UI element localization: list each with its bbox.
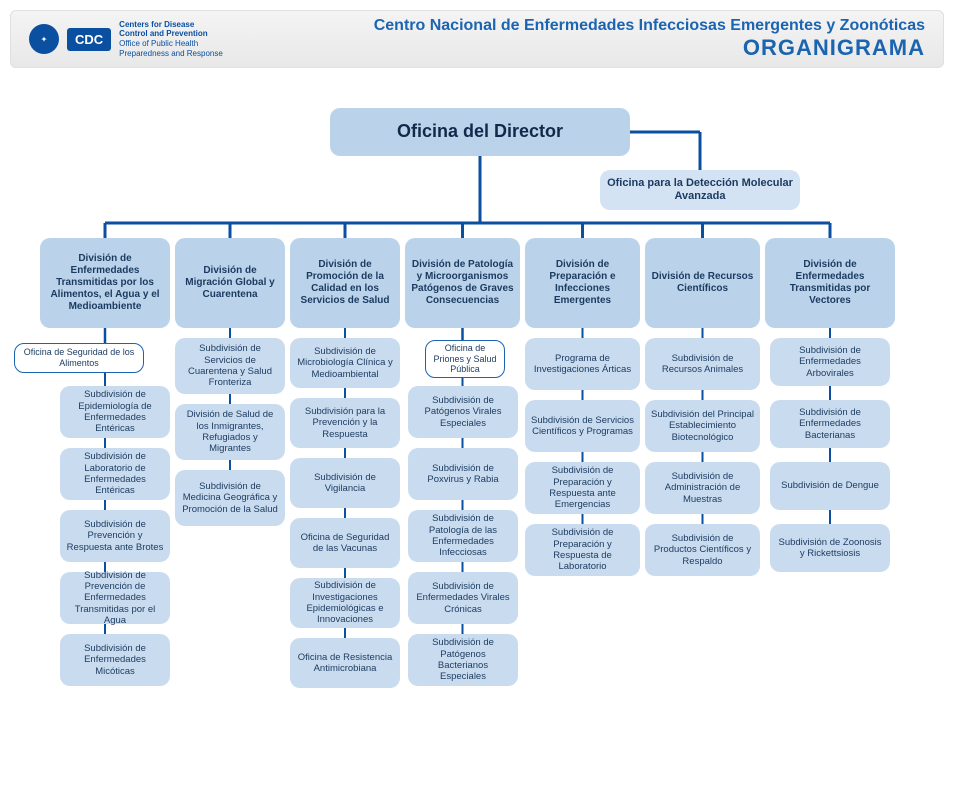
subdivision-node: Subdivisión de Enfermedades Bacterianas <box>770 400 890 448</box>
side-office-node: Oficina para la Detección Molecular Avan… <box>600 170 800 210</box>
subdivision-node: Subdivisión de Servicios Científicos y P… <box>525 400 640 452</box>
cdc-logo: CDC <box>67 28 111 51</box>
subdivision-node: Programa de Investigaciones Árticas <box>525 338 640 390</box>
logo-line: Centers for Disease <box>119 20 223 30</box>
subdivision-node: Subdivisión de Vigilancia <box>290 458 400 508</box>
subdivision-node: Subdivisión de Enfermedades Micóticas <box>60 634 170 686</box>
subdivision-node: División de Salud de los Inmigrantes, Re… <box>175 404 285 460</box>
subdivision-node: Subdivisión de Patógenos Virales Especia… <box>408 386 518 438</box>
subdivision-node: Subdivisión de Medicina Geográfica y Pro… <box>175 470 285 526</box>
title-block: Centro Nacional de Enfermedades Infeccio… <box>374 17 925 61</box>
subdivision-node: Subdivisión para la Prevención y la Resp… <box>290 398 400 448</box>
subdivision-node: Subdivisión del Principal Establecimient… <box>645 400 760 452</box>
logo-block: ✦ CDC Centers for Disease Control and Pr… <box>29 20 223 58</box>
page-header: ✦ CDC Centers for Disease Control and Pr… <box>10 10 944 68</box>
division-node: División de Enfermedades Transmitidas po… <box>765 238 895 328</box>
title-line-1: Centro Nacional de Enfermedades Infeccio… <box>374 17 925 35</box>
division-node: División de Patología y Microorganismos … <box>405 238 520 328</box>
subdivision-node: Subdivisión de Enfermedades Virales Crón… <box>408 572 518 624</box>
subdivision-node: Subdivisión de Investigaciones Epidemiol… <box>290 578 400 628</box>
hhs-seal-icon: ✦ <box>29 24 59 54</box>
subdivision-node: Subdivisión de Poxvirus y Rabia <box>408 448 518 500</box>
subdivision-node: Subdivisión de Patología de las Enfermed… <box>408 510 518 562</box>
subdivision-node: Subdivisión de Recursos Animales <box>645 338 760 390</box>
subdivision-node: Subdivisión de Zoonosis y Rickettsiosis <box>770 524 890 572</box>
subdivision-node: Subdivisión de Laboratorio de Enfermedad… <box>60 448 170 500</box>
title-line-2: ORGANIGRAMA <box>374 35 925 61</box>
subdivision-node: Subdivisión de Microbiología Clínica y M… <box>290 338 400 388</box>
logo-line: Preparedness and Response <box>119 49 223 59</box>
subdivision-node: Subdivisión de Administración de Muestra… <box>645 462 760 514</box>
logo-text: Centers for Disease Control and Preventi… <box>119 20 223 58</box>
logo-line: Office of Public Health <box>119 39 223 49</box>
subdivision-node: Subdivisión de Patógenos Bacterianos Esp… <box>408 634 518 686</box>
subdivision-node: Oficina de Resistencia Antimicrobiana <box>290 638 400 688</box>
subdivision-node: Subdivisión de Servicios de Cuarentena y… <box>175 338 285 394</box>
office-node: Oficina de Seguridad de los Alimentos <box>14 343 144 373</box>
division-node: División de Enfermedades Transmitidas po… <box>40 238 170 328</box>
root-node: Oficina del Director <box>330 108 630 156</box>
division-node: División de Recursos Científicos <box>645 238 760 328</box>
division-node: División de Migración Global y Cuarenten… <box>175 238 285 328</box>
subdivision-node: Subdivisión de Prevención y Respuesta an… <box>60 510 170 562</box>
office-node: Oficina de Priones y Salud Pública <box>425 340 505 378</box>
division-node: División de Promoción de la Calidad en l… <box>290 238 400 328</box>
subdivision-node: Subdivisión de Epidemiología de Enfermed… <box>60 386 170 438</box>
subdivision-node: Subdivisión de Preparación y Respuesta a… <box>525 462 640 514</box>
subdivision-node: Subdivisión de Prevención de Enfermedade… <box>60 572 170 624</box>
org-chart: Oficina del Director Oficina para la Dete… <box>0 78 954 798</box>
logo-line: Control and Prevention <box>119 29 223 39</box>
subdivision-node: Oficina de Seguridad de las Vacunas <box>290 518 400 568</box>
subdivision-node: Subdivisión de Enfermedades Arbovirales <box>770 338 890 386</box>
subdivision-node: Subdivisión de Preparación y Respuesta d… <box>525 524 640 576</box>
division-node: División de Preparación e Infecciones Em… <box>525 238 640 328</box>
subdivision-node: Subdivisión de Dengue <box>770 462 890 510</box>
subdivision-node: Subdivisión de Productos Científicos y R… <box>645 524 760 576</box>
